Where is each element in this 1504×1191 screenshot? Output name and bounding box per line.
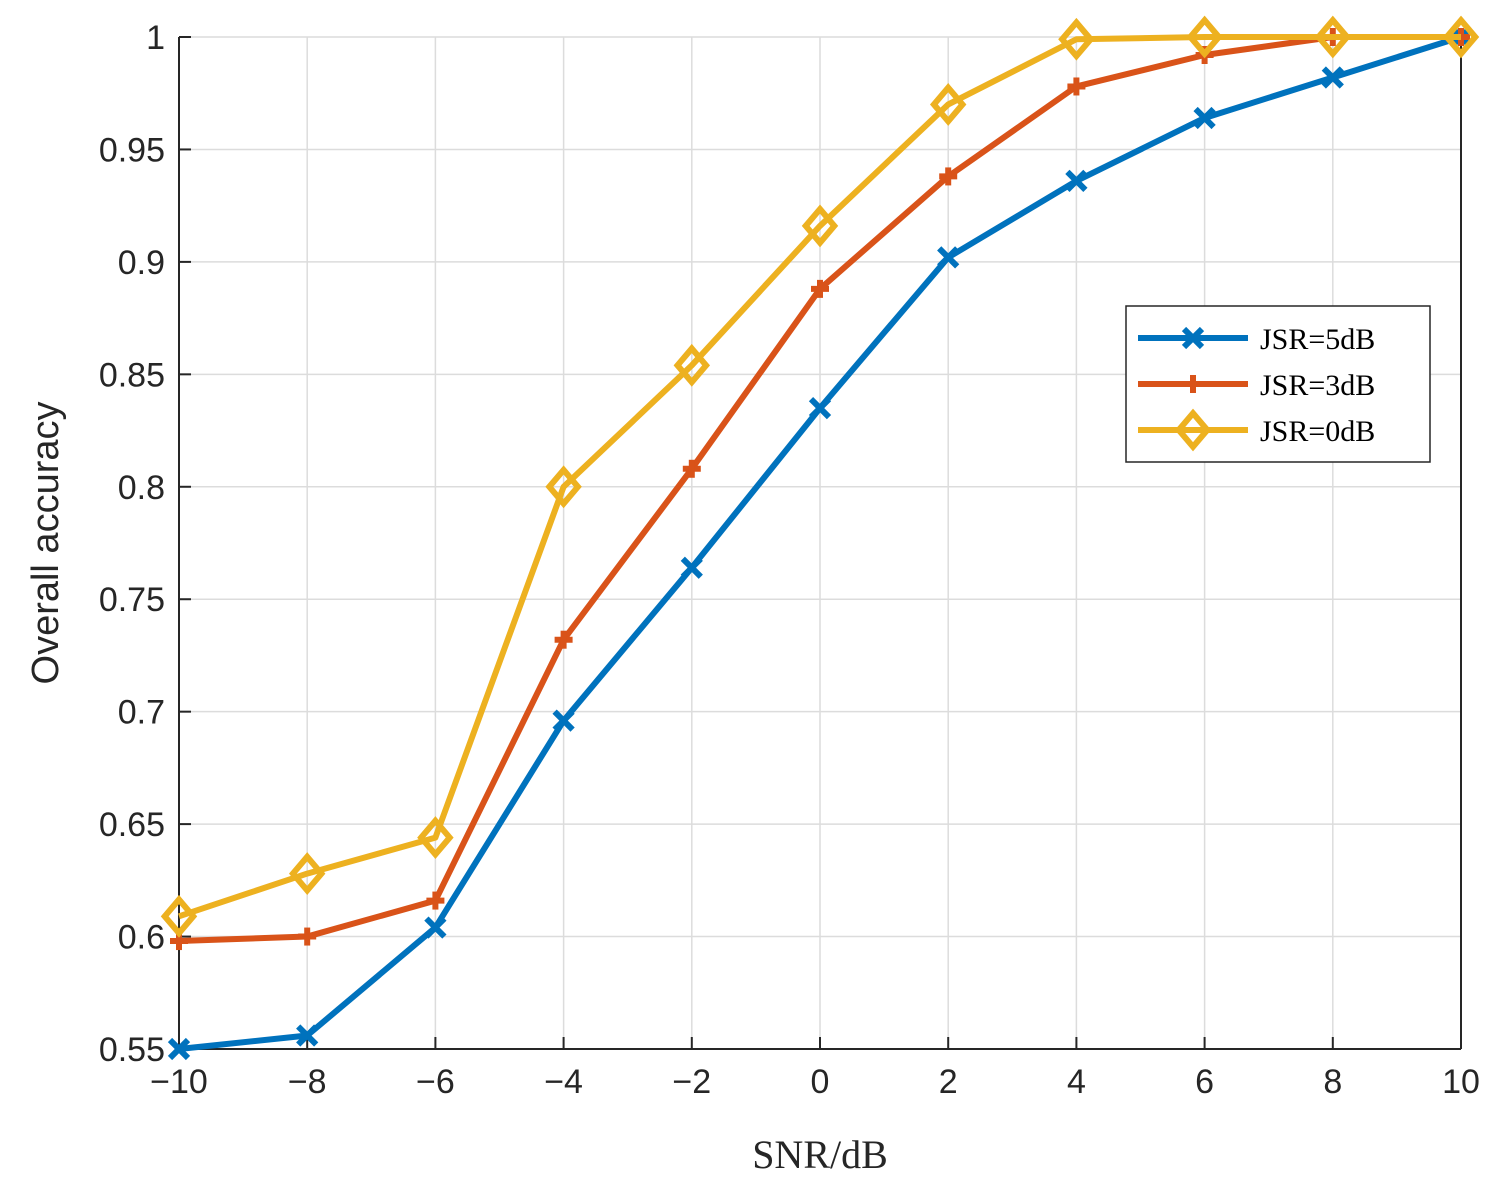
plus-marker (682, 459, 701, 478)
diamond-marker (160, 894, 198, 938)
axes (178, 36, 1462, 1050)
x-marker (552, 709, 575, 732)
x-marker (296, 1024, 319, 1047)
x-marker (167, 1037, 191, 1061)
x-tick-label: −8 (288, 1063, 327, 1101)
x-marker (424, 916, 447, 939)
series-line (178, 34, 1461, 920)
plus-marker (1067, 77, 1086, 96)
legend: JSR=5dB JSR=3dB JSR=0dB (1125, 305, 1431, 463)
y-tick-label: 0.55 (99, 1031, 165, 1069)
diamond-marker (417, 816, 454, 860)
x-tick-label: −4 (544, 1063, 583, 1101)
diamond-marker (1314, 15, 1352, 59)
plus-marker (298, 927, 317, 946)
x-marker (680, 556, 703, 579)
legend-label: JSR=3dB (1260, 369, 1375, 402)
y-tick-label: 0.75 (99, 581, 165, 619)
y-tick-label: 0.65 (99, 806, 165, 844)
diamond-marker (545, 465, 582, 509)
legend-item: JSR=0dB (1138, 408, 1375, 452)
y-tick-label: 0.9 (118, 244, 165, 282)
legend-item: JSR=3dB (1138, 369, 1375, 402)
y-tick-label: 0.7 (118, 694, 165, 732)
diamond-marker (1442, 15, 1480, 59)
diamond-marker (1058, 17, 1095, 61)
diamond-marker (801, 204, 839, 248)
y-axis-title: Overall accuracy (25, 402, 67, 685)
diamond-marker (929, 83, 967, 126)
legend-label: JSR=0dB (1260, 415, 1375, 448)
series-lines (160, 15, 1480, 1061)
diamond-marker (1174, 408, 1212, 452)
x-tick-label: −2 (672, 1063, 711, 1101)
y-tick-label: 0.95 (99, 131, 165, 169)
x-tick-label: 4 (1067, 1063, 1086, 1101)
diamond-marker (1186, 15, 1223, 59)
x-marker (1321, 66, 1344, 89)
x-tick-label: 6 (1195, 1063, 1214, 1101)
plus-marker (554, 630, 573, 649)
x-marker (1193, 106, 1216, 130)
diamond-marker (288, 852, 326, 896)
x-marker (808, 396, 832, 420)
y-tick-label: 1 (146, 19, 165, 57)
y-tick-label: 0.6 (118, 919, 165, 957)
plus-marker (426, 891, 445, 910)
y-tick-label: 0.8 (118, 469, 165, 507)
tick-labels: −10 −8 −6 −4 −2 0 2 4 6 8 10 0.55 0.6 0.65 0.7 0.75 0.8 0… (99, 19, 1480, 1101)
x-tick-label: 8 (1323, 1063, 1342, 1101)
x-tick-label: 0 (811, 1063, 830, 1101)
plus-marker (939, 167, 958, 186)
x-marker (1181, 326, 1205, 350)
x-axis-title: SNR/dB (752, 1132, 888, 1177)
plus-marker (1184, 375, 1202, 393)
y-tick-label: 0.85 (99, 356, 165, 394)
x-tick-label: −6 (416, 1063, 455, 1101)
x-marker (937, 246, 960, 269)
x-tick-label: −10 (150, 1063, 208, 1101)
series-JSR=0dB (160, 15, 1480, 938)
x-tick-label: 2 (939, 1063, 958, 1101)
legend-label: JSR=5dB (1260, 323, 1375, 356)
x-tick-label: 10 (1442, 1063, 1480, 1101)
legend-item: JSR=5dB (1138, 323, 1375, 356)
diamond-marker (673, 343, 711, 387)
series-JSR=5dB (167, 25, 1473, 1061)
x-marker (1065, 169, 1088, 193)
plus-marker (811, 279, 829, 298)
